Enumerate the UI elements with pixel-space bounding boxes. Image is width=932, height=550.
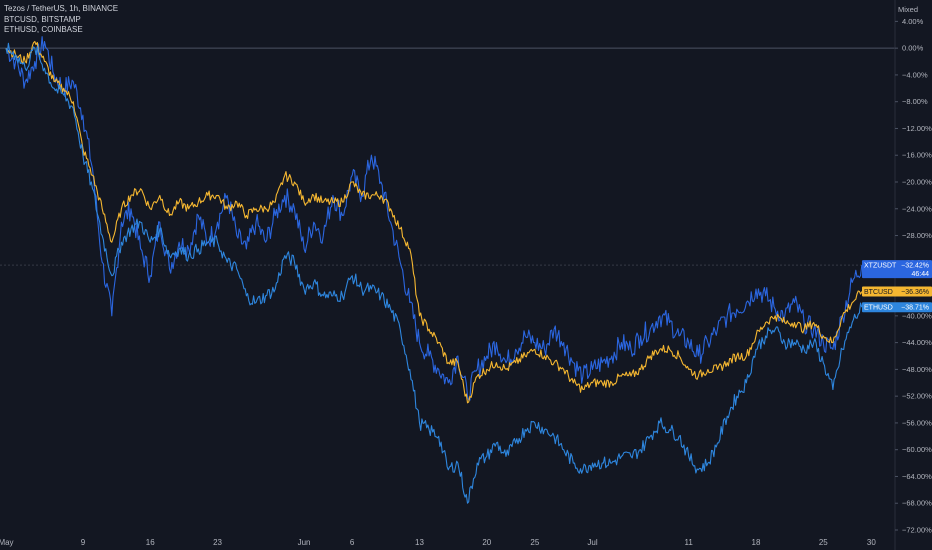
x-tick-label: Jun [298,538,311,547]
scale-mode-label[interactable]: Mixed [897,5,918,14]
y-tick-label: −56.00% [902,418,932,427]
x-tick-label: May [0,538,14,547]
y-tick-label: −60.00% [902,445,932,454]
last-value-badges: XTZUSDT −32.42% 46:44 BTCUSD −36.36% ETH… [862,260,932,313]
badge-btc-bg [862,286,932,297]
badge-eth: ETHUSD −38.71% [862,302,932,313]
legend-item-xtz[interactable]: Tezos / TetherUS, 1h, BINANCE [4,4,119,13]
badge-btc-name: BTCUSD [864,289,893,296]
y-tick-label: −52.00% [902,392,932,401]
y-tick-label: −64.00% [902,472,932,481]
badge-btc-value: −36.36% [901,289,929,296]
y-tick-label: −72.00% [902,526,932,535]
y-tick-label: −24.00% [902,204,932,213]
legend-item-eth[interactable]: ETHUSD, COINBASE [4,25,83,34]
y-tick-label: −8.00% [902,97,928,106]
x-tick-label: 20 [482,538,491,547]
badge-xtz-value: −32.42% [901,263,929,270]
y-tick-label: 4.00% [902,17,924,26]
badge-xtz-name: XTZUSDT [864,263,897,270]
badge-xtz: XTZUSDT −32.42% 46:44 [862,260,932,279]
x-tick-label: 30 [867,538,876,547]
x-tick-label: 16 [146,538,155,547]
y-tick-label: −40.00% [902,311,932,320]
y-tick-label: −68.00% [902,499,932,508]
x-tick-label: 9 [81,538,86,547]
y-tick-label: 0.00% [902,44,924,53]
x-tick-label: 25 [530,538,539,547]
badge-xtz-bg [862,260,932,279]
badge-xtz-countdown: 46:44 [911,271,929,278]
badge-eth-bg [862,302,932,313]
series-line-btcusd[interactable] [5,40,863,404]
badge-btc: BTCUSD −36.36% [862,286,932,297]
y-tick-label: −16.00% [902,151,932,160]
time-axis[interactable]: May 9 16 23 Jun 6 13 20 25 Jul 11 18 25 30 [0,538,876,547]
x-tick-label: Jul [587,538,597,547]
x-tick-label: 25 [819,538,828,547]
y-tick-label: −12.00% [902,124,932,133]
legend-item-btc[interactable]: BTCUSD, BITSTAMP [4,14,81,24]
x-tick-label: 13 [415,538,424,547]
series-legend: Tezos / TetherUS, 1h, BINANCE BTCUSD, BI… [4,4,118,36]
series-line-xtzusdt[interactable] [5,36,863,401]
x-tick-label: 6 [350,538,355,547]
x-tick-label: 18 [752,538,761,547]
y-tick-label: −48.00% [902,365,932,374]
y-tick-label: −20.00% [902,178,932,187]
series-layer [5,36,863,504]
badge-eth-value: −38.71% [901,305,929,312]
badge-eth-name: ETHUSD [864,305,893,312]
y-tick-label: −44.00% [902,338,932,347]
series-line-ethusd[interactable] [5,42,863,504]
x-tick-label: 11 [685,538,694,547]
y-tick-label: −4.00% [902,70,928,79]
y-tick-label: −28.00% [902,231,932,240]
x-tick-label: 23 [213,538,222,547]
